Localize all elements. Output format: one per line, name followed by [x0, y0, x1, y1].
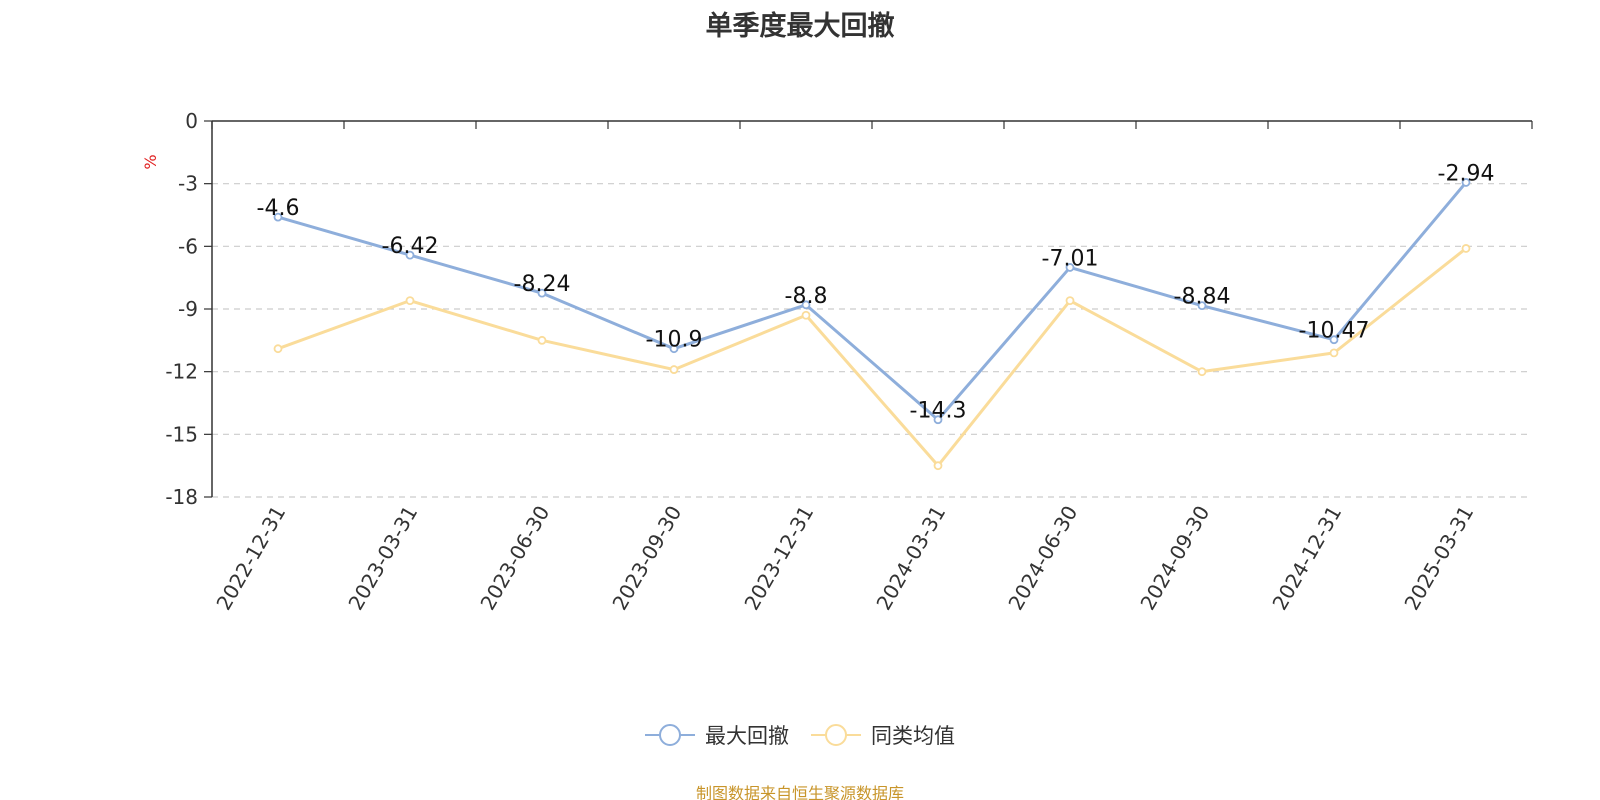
data-point[interactable]	[1197, 367, 1207, 377]
data-point[interactable]	[1461, 244, 1471, 253]
x-tick-label: 2024-09-30	[1135, 502, 1214, 615]
data-point[interactable]	[273, 212, 283, 222]
y-tick-label: -15	[165, 422, 198, 446]
legend-label-max-drawdown: 最大回撤	[705, 724, 789, 748]
data-point[interactable]	[1461, 178, 1471, 187]
data-point[interactable]	[1197, 301, 1207, 311]
data-point[interactable]	[801, 310, 811, 320]
data-label: -7.01	[1042, 246, 1099, 271]
legend-line-circle-icon	[811, 724, 861, 746]
data-label: -8.8	[785, 284, 828, 309]
data-label: -8.84	[1174, 285, 1231, 310]
data-label: -4.6	[257, 196, 300, 221]
data-point[interactable]	[1065, 296, 1075, 306]
data-point[interactable]	[537, 288, 547, 298]
data-point[interactable]	[1329, 348, 1339, 358]
data-point[interactable]	[1065, 263, 1075, 272]
y-tick-label: -9	[178, 297, 198, 321]
series-line-peer-average	[277, 247, 1467, 468]
data-point[interactable]	[801, 300, 811, 310]
data-label: -6.42	[382, 234, 439, 259]
data-point[interactable]	[933, 461, 943, 471]
x-tick-label: 2023-12-31	[739, 502, 818, 615]
axes: 0 -3 -6 -9 -12 -15 -18 2022-12-31 2023-03-31 2023…	[165, 109, 1533, 615]
data-label: -8.24	[514, 272, 571, 297]
data-labels: -4.6 -6.42 -8.24 -10.9 -8.8 -14.3 -7.01 -8.84 -1…	[257, 161, 1495, 423]
data-point[interactable]	[273, 344, 283, 354]
data-point[interactable]	[933, 415, 943, 425]
x-tick-label: 2023-06-30	[475, 502, 554, 615]
data-label: -10.47	[1299, 319, 1370, 344]
x-tick-label: 2022-12-31	[211, 502, 290, 615]
legend-item-peer-average[interactable]: 同类均值	[811, 720, 955, 750]
y-axis-unit-label: %	[141, 154, 160, 169]
data-point[interactable]	[669, 365, 679, 374]
series-line-max-drawdown	[277, 181, 1468, 422]
data-point[interactable]	[405, 296, 415, 306]
legend-label-peer-average: 同类均值	[871, 724, 955, 748]
x-tick-label: 2024-06-30	[1003, 502, 1082, 615]
series-lines	[273, 178, 1471, 471]
data-point[interactable]	[405, 250, 415, 260]
legend-line-circle-icon	[645, 724, 695, 746]
chart-title: 单季度最大回撤	[705, 11, 895, 42]
x-tick-label: 2024-03-31	[871, 502, 950, 615]
data-point[interactable]	[537, 335, 547, 345]
chart-legend: 最大回撤 同类均值	[0, 720, 1600, 750]
y-tick-label: -3	[178, 172, 198, 196]
data-point[interactable]	[669, 344, 679, 354]
data-point[interactable]	[1329, 335, 1339, 345]
source-note: 制图数据来自恒生聚源数据库	[695, 784, 904, 800]
legend-item-max-drawdown[interactable]: 最大回撤	[645, 720, 789, 750]
x-tick-label: 2023-09-30	[607, 502, 686, 615]
data-label: -10.9	[646, 328, 703, 353]
data-label: -2.94	[1438, 161, 1495, 186]
y-tick-label: -12	[165, 360, 198, 384]
x-tick-label: 2024-12-31	[1267, 502, 1346, 615]
grid-lines	[212, 183, 1532, 498]
y-tick-label: -18	[165, 485, 198, 509]
y-tick-label: -6	[178, 234, 198, 258]
x-tick-label: 2023-03-31	[343, 502, 422, 615]
data-label: -14.3	[910, 399, 967, 424]
x-tick-label: 2025-03-31	[1399, 502, 1478, 615]
y-tick-label: 0	[185, 109, 198, 133]
